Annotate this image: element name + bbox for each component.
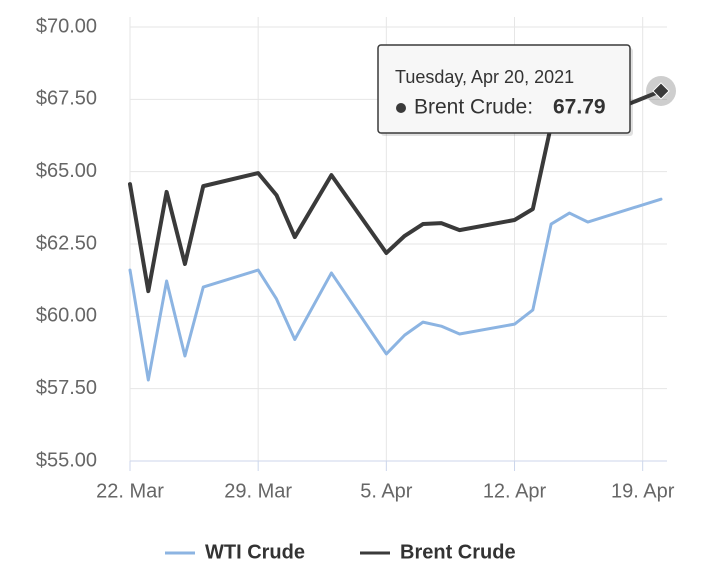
y-tick-label: $65.00: [36, 160, 97, 182]
tooltip-label: Brent Crude:: [414, 96, 533, 119]
tooltip-title: Tuesday, Apr 20, 2021: [395, 67, 574, 87]
hover-marker: [652, 82, 670, 100]
y-tick-label: $67.50: [36, 88, 97, 110]
series-line: [128, 88, 663, 294]
x-tick-label: 12. Apr: [483, 480, 547, 502]
y-tick-label: $62.50: [36, 232, 97, 254]
plot: [128, 88, 663, 382]
tooltip-value: 67.79: [553, 96, 606, 119]
y-tick-label: $55.00: [36, 449, 97, 471]
y-tick-label: $60.00: [36, 305, 97, 327]
y-tick-label: $70.00: [36, 15, 97, 37]
x-tick-label: 19. Apr: [611, 480, 675, 502]
x-tick-label: 29. Mar: [224, 480, 292, 502]
tooltip-box: [377, 44, 631, 134]
x-tick-label: 22. Mar: [96, 480, 164, 502]
legend: WTI Crude Brent Crude: [165, 541, 516, 563]
tooltip-dot: [396, 103, 406, 113]
x-tick-label: 5. Apr: [360, 480, 413, 502]
series-line: [128, 197, 663, 382]
y-tick-label: $57.50: [36, 377, 97, 399]
legend-label[interactable]: WTI Crude: [205, 541, 305, 563]
tooltip: Tuesday, Apr 20, 2021 Brent Crude: 67.79: [377, 44, 676, 136]
legend-label[interactable]: Brent Crude: [400, 541, 516, 563]
